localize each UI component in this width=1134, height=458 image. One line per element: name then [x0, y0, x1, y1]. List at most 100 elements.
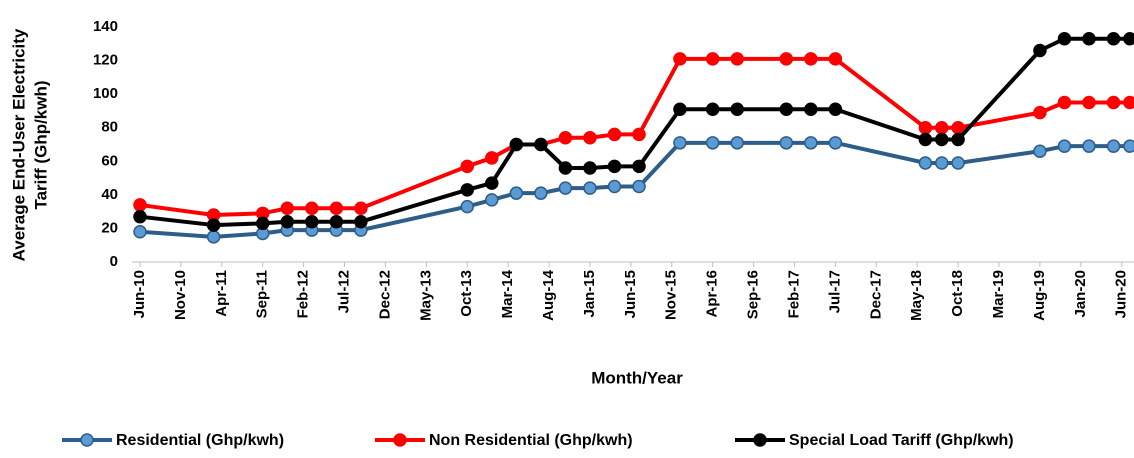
- x-tick-label: Jun-15: [622, 270, 639, 318]
- point: [1057, 95, 1072, 110]
- point: [673, 52, 687, 66]
- point: [558, 131, 573, 145]
- x-tick-label: Oct-18: [949, 270, 966, 317]
- y-tick-label: 0: [110, 253, 118, 270]
- point: [1057, 32, 1072, 46]
- point: [730, 52, 744, 66]
- point: [1033, 105, 1047, 120]
- point: [730, 136, 744, 150]
- point: [828, 136, 843, 150]
- x-tick-label: May-18: [908, 270, 925, 321]
- point: [705, 102, 720, 116]
- point: [951, 156, 965, 170]
- point: [779, 136, 794, 150]
- point: [934, 132, 949, 147]
- x-tick-label: Feb-17: [785, 270, 802, 318]
- point: [828, 102, 843, 116]
- point: [918, 132, 933, 147]
- point: [1082, 139, 1096, 153]
- x-tick-label: Jul-12: [335, 270, 352, 313]
- x-tick-label: Dec-12: [376, 270, 393, 319]
- point: [828, 52, 843, 66]
- legend-label: Residential (Ghp/kwh): [116, 432, 284, 449]
- y-tick-label: 100: [93, 85, 118, 102]
- x-tick-label: Jan-15: [581, 270, 598, 318]
- legend-label: Special Load Tariff (Ghp/kwh): [789, 432, 1014, 449]
- point: [951, 120, 965, 135]
- legend-item: Residential (Ghp/kwh): [62, 432, 284, 449]
- legend-item: Non Residential (Ghp/kwh): [375, 432, 633, 449]
- point: [133, 209, 147, 224]
- x-tick-label: Nov-10: [172, 270, 189, 320]
- point: [632, 159, 646, 174]
- point: [1057, 139, 1072, 153]
- x-tick-label: Dec-17: [867, 270, 884, 319]
- point: [354, 201, 368, 216]
- point: [918, 156, 933, 170]
- x-tick-label: Apr-16: [704, 270, 721, 318]
- point: [1082, 32, 1096, 46]
- point: [460, 199, 474, 214]
- x-tick-label: Jul-17: [826, 270, 843, 313]
- point: [583, 161, 597, 175]
- point: [779, 102, 794, 116]
- x-tick-label: Aug-19: [1031, 270, 1048, 321]
- point: [534, 186, 548, 200]
- point: [1033, 144, 1047, 158]
- x-tick-label: May-13: [417, 270, 434, 321]
- point: [1123, 32, 1134, 46]
- x-axis-title: Month/Year: [591, 368, 683, 387]
- point: [1033, 43, 1047, 58]
- x-tick-label: Jun-10: [131, 270, 148, 318]
- point: [779, 52, 794, 66]
- x-tick-label: Sep-16: [745, 270, 762, 319]
- point: [632, 127, 646, 142]
- y-tick-label: 20: [101, 219, 118, 236]
- point: [705, 52, 720, 66]
- x-tick-label: Feb-12: [295, 270, 312, 318]
- point: [918, 120, 933, 135]
- y-tick-label: 80: [101, 119, 118, 136]
- x-tick-label: Mar-19: [990, 270, 1007, 318]
- point: [509, 137, 524, 152]
- point: [558, 181, 573, 195]
- y-axis-title: Tariff (Ghp/kwh): [31, 80, 50, 209]
- point: [583, 181, 597, 195]
- point: [1123, 139, 1134, 153]
- y-tick-label: 140: [93, 18, 118, 35]
- point: [1082, 95, 1096, 110]
- x-tick-label: Aug-14: [540, 269, 557, 320]
- x-tick-label: Mar-14: [499, 269, 516, 318]
- point: [730, 102, 744, 116]
- point: [460, 159, 474, 174]
- point: [673, 136, 687, 150]
- y-tick-label: 40: [101, 186, 118, 203]
- point: [934, 156, 949, 170]
- point: [509, 186, 524, 200]
- point: [133, 225, 147, 239]
- point: [133, 198, 147, 212]
- point: [804, 102, 818, 116]
- x-tick-label: Nov-15: [663, 270, 680, 320]
- point: [354, 214, 368, 229]
- y-tick-label: 120: [93, 52, 118, 69]
- y-tick-label: 60: [101, 152, 118, 169]
- point: [558, 161, 573, 175]
- point: [1123, 95, 1134, 110]
- point: [485, 176, 499, 190]
- point: [460, 183, 474, 197]
- legend-item: Special Load Tariff (Ghp/kwh): [735, 432, 1014, 449]
- point: [329, 201, 344, 216]
- point: [934, 120, 949, 135]
- point: [206, 230, 221, 244]
- x-tick-label: Jan-20: [1072, 270, 1089, 318]
- point: [607, 127, 622, 142]
- point: [206, 218, 221, 232]
- x-tick-label: Sep-11: [254, 270, 271, 318]
- legend-marker: [393, 433, 407, 447]
- point: [673, 102, 687, 116]
- point: [255, 216, 270, 231]
- x-tick-label: Apr-11: [213, 270, 230, 317]
